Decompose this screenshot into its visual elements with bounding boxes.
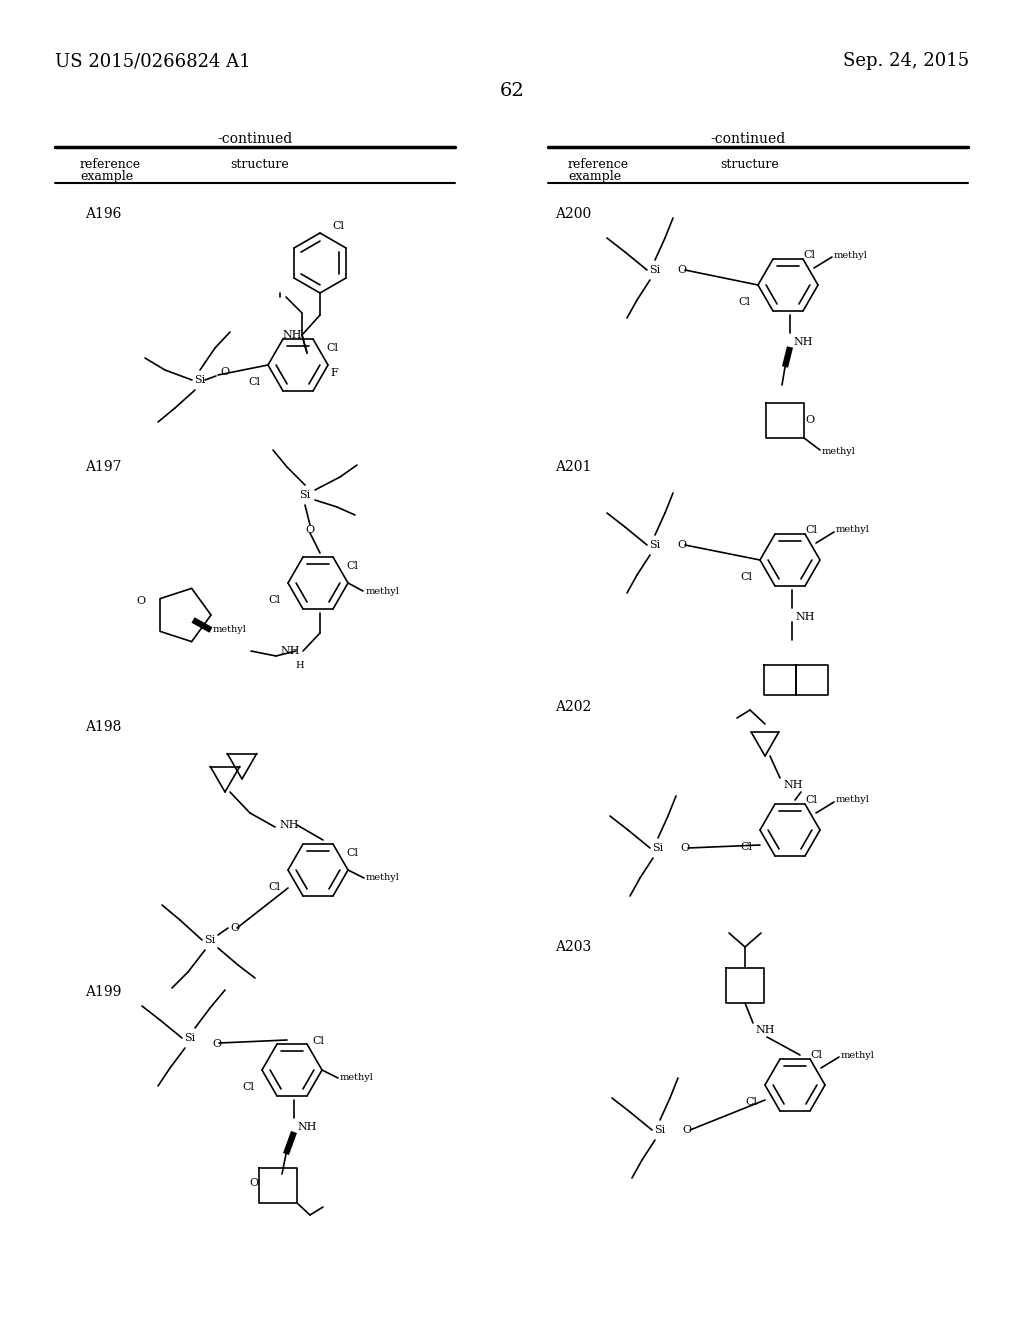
Text: methyl: methyl: [836, 796, 869, 804]
Text: 62: 62: [500, 82, 524, 100]
Text: Si: Si: [652, 843, 664, 853]
Text: O: O: [805, 414, 814, 425]
Text: Si: Si: [205, 935, 216, 945]
Text: A197: A197: [85, 459, 122, 474]
Text: F: F: [330, 368, 338, 378]
Text: Cl: Cl: [810, 1049, 822, 1060]
Text: Cl: Cl: [740, 572, 752, 582]
Text: NH: NH: [279, 820, 299, 830]
Text: methyl: methyl: [213, 626, 247, 635]
Text: O: O: [136, 597, 145, 606]
Text: US 2015/0266824 A1: US 2015/0266824 A1: [55, 51, 251, 70]
Text: Cl: Cl: [805, 525, 817, 535]
Text: NH: NH: [793, 337, 812, 347]
Text: structure: structure: [720, 158, 778, 172]
Text: O: O: [220, 367, 229, 378]
Text: A200: A200: [555, 207, 591, 220]
Text: Cl: Cl: [346, 561, 358, 572]
Text: H: H: [296, 661, 304, 671]
Text: O: O: [680, 843, 689, 853]
Text: Cl: Cl: [346, 847, 358, 858]
Text: NH: NH: [783, 780, 803, 789]
Text: example: example: [80, 170, 133, 183]
Text: Cl: Cl: [242, 1082, 254, 1092]
Text: Cl: Cl: [326, 343, 338, 352]
Text: example: example: [568, 170, 622, 183]
Text: Sep. 24, 2015: Sep. 24, 2015: [843, 51, 969, 70]
Text: A198: A198: [85, 719, 122, 734]
Text: NH: NH: [755, 1026, 774, 1035]
Text: methyl: methyl: [822, 447, 856, 457]
Text: methyl: methyl: [836, 525, 869, 535]
Text: O: O: [249, 1177, 258, 1188]
Text: NH: NH: [297, 1122, 316, 1133]
Text: Cl: Cl: [268, 882, 280, 892]
Text: Si: Si: [195, 375, 206, 385]
Text: O: O: [230, 923, 240, 933]
Text: methyl: methyl: [834, 251, 868, 260]
Text: Cl: Cl: [738, 297, 750, 308]
Text: Cl: Cl: [805, 795, 817, 805]
Text: O: O: [682, 1125, 691, 1135]
Text: Si: Si: [654, 1125, 666, 1135]
Text: Si: Si: [649, 265, 660, 275]
Text: O: O: [305, 525, 314, 535]
Text: Cl: Cl: [268, 595, 280, 605]
Text: NH: NH: [283, 330, 302, 341]
Text: Cl: Cl: [248, 378, 260, 387]
Text: methyl: methyl: [366, 874, 400, 883]
Text: reference: reference: [568, 158, 629, 172]
Text: -continued: -continued: [217, 132, 293, 147]
Text: Cl: Cl: [803, 249, 815, 260]
Text: A201: A201: [555, 459, 592, 474]
Text: structure: structure: [230, 158, 289, 172]
Text: Cl: Cl: [332, 220, 344, 231]
Text: A203: A203: [555, 940, 591, 954]
Text: methyl: methyl: [340, 1073, 374, 1082]
Text: methyl: methyl: [841, 1051, 874, 1060]
Text: Si: Si: [184, 1034, 196, 1043]
Text: A199: A199: [85, 985, 122, 999]
Text: Si: Si: [649, 540, 660, 550]
Text: methyl: methyl: [366, 586, 400, 595]
Text: O: O: [212, 1039, 221, 1049]
Text: -continued: -continued: [711, 132, 785, 147]
Text: A196: A196: [85, 207, 122, 220]
Text: NH: NH: [281, 645, 300, 656]
Text: A202: A202: [555, 700, 591, 714]
Text: O: O: [677, 540, 686, 550]
Text: Si: Si: [299, 490, 310, 500]
Text: O: O: [677, 265, 686, 275]
Text: Cl: Cl: [312, 1036, 324, 1045]
Text: Cl: Cl: [740, 842, 752, 851]
Text: NH: NH: [795, 612, 814, 622]
Text: reference: reference: [80, 158, 141, 172]
Text: Cl: Cl: [745, 1097, 757, 1107]
